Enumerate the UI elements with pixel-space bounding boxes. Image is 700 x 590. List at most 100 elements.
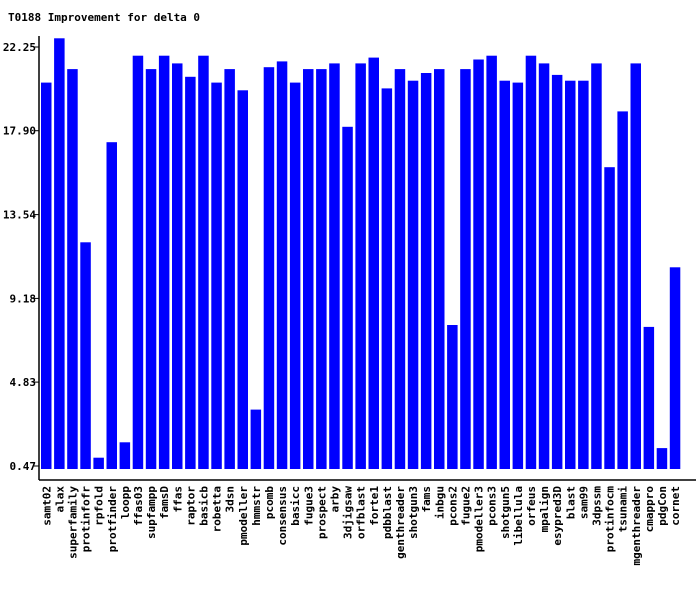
x-tick-label: samt02 xyxy=(40,486,53,526)
bars-group xyxy=(41,38,681,470)
x-tick-label: basicb xyxy=(197,486,210,526)
bar-fams xyxy=(420,73,432,469)
bar-loopp xyxy=(119,442,131,469)
bar-ffas03 xyxy=(132,55,144,469)
x-tick-label: inbgu xyxy=(433,486,446,519)
x-tick-label: famsD xyxy=(158,486,171,519)
x-tick-label: fugue3 xyxy=(302,486,315,526)
x-tick-label: esypred3D xyxy=(551,486,564,546)
x-tick-label: pdgCon xyxy=(656,486,669,526)
x-tick-label: orfblast xyxy=(355,486,368,539)
x-tick-label: ffas03 xyxy=(132,486,145,526)
bar-superfamily xyxy=(67,69,78,469)
bar-cmappro xyxy=(643,326,655,469)
bar-supfampp xyxy=(145,69,157,469)
x-tick-label: tsunami xyxy=(617,486,630,533)
x-tick-label: mpalign xyxy=(538,486,551,532)
bar-cornet xyxy=(669,267,681,469)
x-tick-label: alax xyxy=(53,486,66,513)
x-tick-label: fugue2 xyxy=(459,486,472,526)
x-tick-label: rpfold xyxy=(93,486,106,526)
bar-basicb xyxy=(198,55,209,469)
x-tick-label: ffas xyxy=(171,486,184,513)
bar-prospect xyxy=(316,69,327,469)
y-tick-label: 4.83 xyxy=(10,376,37,389)
bar-pdgCon xyxy=(656,448,668,469)
y-ticks-group: 22.25 17.90 13.54 9.18 4.83 0.47 xyxy=(3,41,39,473)
chart-title: T0188 Improvement for delta 0 xyxy=(8,11,200,24)
bar-orfblast xyxy=(355,63,366,470)
x-labels-group: samt02 alax superfamily protinfofr rpfold pro… xyxy=(40,486,682,566)
bar-pcons3 xyxy=(486,55,497,469)
x-tick-label: raptor xyxy=(184,486,197,526)
bar-pdbblast xyxy=(381,88,393,470)
x-tick-label: pcomb xyxy=(263,486,276,519)
x-tick-label: supfampp xyxy=(145,486,158,539)
bar-mgenthreader xyxy=(630,63,641,470)
x-tick-label: 3dpssm xyxy=(590,486,603,526)
x-tick-label: blast xyxy=(564,486,577,519)
bar-alax xyxy=(54,38,65,470)
x-tick-label: robetta xyxy=(211,486,224,532)
x-tick-label: forte1 xyxy=(368,486,381,526)
bar-rpfold xyxy=(93,457,104,469)
y-tick-label: 22.25 xyxy=(3,41,36,54)
bar-famsD xyxy=(158,55,170,469)
x-tick-label: pcons2 xyxy=(446,486,459,526)
x-tick-label: cornet xyxy=(669,486,682,526)
x-tick-label: protinfocm xyxy=(604,486,617,553)
x-tick-label: pmodeller xyxy=(237,486,250,546)
y-tick-label: 17.90 xyxy=(3,125,36,138)
bar-fugue2 xyxy=(460,69,471,469)
y-tick-label: 9.18 xyxy=(10,292,37,305)
x-tick-label: orfeus xyxy=(525,486,538,526)
bar-esypred3D xyxy=(551,74,563,470)
x-tick-label: pcons3 xyxy=(486,486,499,526)
x-tick-label: superfamily xyxy=(67,486,80,559)
bar-raptor xyxy=(185,76,196,470)
bar-blast xyxy=(565,80,576,469)
bar-hmmstr xyxy=(250,409,262,469)
x-tick-label: sam99 xyxy=(577,486,590,519)
bar-samt02 xyxy=(41,82,52,469)
y-tick-label: 0.47 xyxy=(10,460,37,473)
bar-ffas xyxy=(172,63,183,470)
bar-libellula xyxy=(512,82,524,469)
bar-pcons2 xyxy=(447,325,458,469)
bar-protfinder xyxy=(106,142,117,469)
bar-protinfofr xyxy=(80,242,91,469)
bar-arby xyxy=(329,63,340,470)
x-tick-label: cmappro xyxy=(643,486,656,533)
bar-inbgu xyxy=(434,69,445,469)
y-tick-label: 13.54 xyxy=(3,209,36,222)
x-tick-label: prospect xyxy=(315,486,328,539)
x-tick-label: hmmstr xyxy=(250,486,263,526)
x-tick-label: protfinder xyxy=(106,486,119,553)
x-tick-label: pdbblast xyxy=(381,486,394,539)
bar-robetta xyxy=(211,82,222,469)
x-tick-label: shotgun5 xyxy=(499,486,512,539)
x-tick-label: libellula xyxy=(512,486,525,546)
x-tick-label: basicc xyxy=(289,486,302,526)
bar-fugue3 xyxy=(303,69,314,469)
bar-forte1 xyxy=(368,57,379,469)
x-tick-label: 3dsn xyxy=(224,486,237,513)
bar-3dsn xyxy=(224,69,235,469)
x-tick-label: mgenthreader xyxy=(630,486,643,566)
bar-sam99 xyxy=(578,80,589,469)
x-tick-label: shotgun3 xyxy=(407,486,420,539)
bar-pcomb xyxy=(263,67,275,469)
x-tick-label: loopp xyxy=(119,486,132,519)
bar-consensus xyxy=(276,61,288,470)
x-tick-label: fams xyxy=(420,486,433,513)
bar-shotgun5 xyxy=(499,80,510,469)
bar-3dpssm xyxy=(591,63,602,470)
bar-3djigsaw xyxy=(342,126,353,470)
bar-tsunami xyxy=(617,111,628,470)
bar-orfeus xyxy=(525,55,537,469)
bar-pmodeller3 xyxy=(473,59,484,469)
bar-protinfocm xyxy=(604,167,615,469)
bar-pmodeller xyxy=(237,90,248,470)
x-tick-label: consensus xyxy=(276,486,289,546)
